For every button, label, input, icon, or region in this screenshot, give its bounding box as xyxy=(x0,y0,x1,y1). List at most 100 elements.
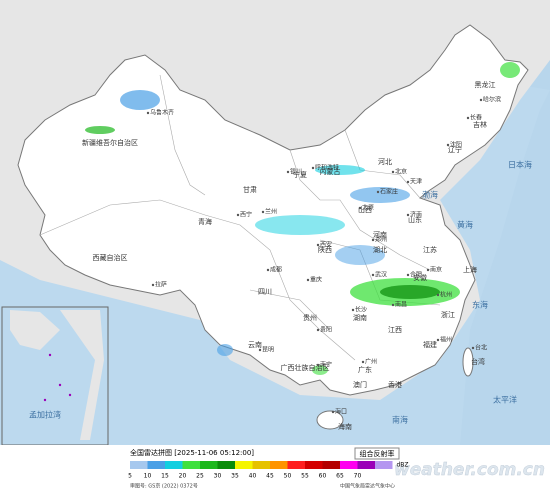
city-dot xyxy=(306,278,310,282)
region-label: 湖南 xyxy=(353,313,367,322)
region-label: 四川 xyxy=(258,288,272,296)
legend-tick: 65 xyxy=(336,473,344,480)
city-label: 天津 xyxy=(410,179,422,186)
city-label: 南昌 xyxy=(395,301,407,309)
city-dot xyxy=(286,170,290,174)
radar-echoes xyxy=(85,62,520,375)
sea-label: 渤海 xyxy=(422,190,438,200)
region-label: 辽宁 xyxy=(448,145,462,154)
city-label: 台北 xyxy=(475,344,487,352)
legend-tick: 5 xyxy=(128,473,132,480)
region-label: 河北 xyxy=(378,158,392,166)
city-dot xyxy=(471,346,475,350)
city-label: 济南 xyxy=(410,211,422,219)
region-label: 西藏自治区 xyxy=(93,253,128,262)
city-label: 杭州 xyxy=(440,291,452,299)
region-label: 陕西 xyxy=(318,245,332,254)
product-box xyxy=(354,447,400,460)
city-label: 昆明 xyxy=(262,347,274,354)
city-label: 广州 xyxy=(365,358,377,366)
region-label: 吉林 xyxy=(473,120,487,129)
legend-swatch xyxy=(182,461,200,469)
city-label: 太原 xyxy=(362,204,374,212)
city-dot xyxy=(406,180,410,184)
city-dot xyxy=(258,348,262,352)
city-dot xyxy=(316,243,320,247)
taiwan xyxy=(462,347,474,377)
city-dot xyxy=(236,213,240,217)
legend-tick: 30 xyxy=(214,473,222,480)
legend-swatch xyxy=(235,461,253,469)
sea-label: 东海 xyxy=(472,300,488,310)
legend-swatch xyxy=(305,461,323,469)
city-dot xyxy=(316,363,320,367)
city-label: 合肥 xyxy=(410,271,422,279)
legend-swatch xyxy=(375,461,393,469)
sea-label: 太平洋 xyxy=(493,395,517,405)
region-label: 山西 xyxy=(358,205,372,214)
region-label: 云南 xyxy=(248,340,262,349)
title: 全国雷达拼图 [2025-11-06 05:12:00] xyxy=(130,448,254,457)
region-label: 安徽 xyxy=(413,273,427,282)
city-dot xyxy=(426,268,430,272)
city-dot xyxy=(436,338,440,342)
legend-tick: 55 xyxy=(301,473,309,480)
region-label: 广西壮族自治区 xyxy=(281,363,330,372)
legend-tick: 25 xyxy=(196,473,204,480)
legend-tick: 40 xyxy=(249,473,257,480)
city-label: 兰州 xyxy=(265,208,277,216)
product: 组合反射率 xyxy=(360,449,395,458)
city-label: 南宁 xyxy=(320,361,332,369)
legend-tick: 20 xyxy=(179,473,187,480)
region-label: 广东 xyxy=(358,365,372,374)
city-label: 银川 xyxy=(290,168,302,176)
city-dot xyxy=(266,268,270,272)
city-dot xyxy=(376,190,380,194)
legend-tick: 45 xyxy=(266,473,274,480)
city-label: 海口 xyxy=(335,408,347,416)
region-label: 新疆维吾尔自治区 xyxy=(82,138,138,147)
city-dot xyxy=(351,308,355,312)
city-label: 拉萨 xyxy=(155,281,167,289)
sea-label: 南海 xyxy=(392,415,408,425)
city-dot xyxy=(358,206,362,210)
city-label: 呼和浩特 xyxy=(315,164,339,172)
region-label: 贵州 xyxy=(303,313,317,322)
city-label: 西宁 xyxy=(240,211,252,219)
region-label: 江西 xyxy=(388,326,402,334)
inset-land xyxy=(10,310,60,350)
city-label: 北京 xyxy=(395,168,407,176)
hainan xyxy=(316,410,344,430)
city-dot xyxy=(466,116,470,120)
legend-tick: 50 xyxy=(284,473,292,480)
city-dot xyxy=(331,410,335,414)
city-dot xyxy=(406,213,410,217)
legend-swatch xyxy=(357,461,375,469)
city-label: 石家庄 xyxy=(380,188,398,196)
city-label: 南京 xyxy=(430,266,442,274)
city-label: 福州 xyxy=(440,336,452,344)
city-dot xyxy=(479,98,483,102)
legend-swatch xyxy=(270,461,288,469)
region-label: 山东 xyxy=(408,215,422,224)
legend-tick: 10 xyxy=(144,473,152,480)
city-dot xyxy=(151,283,155,287)
legend-tick: 35 xyxy=(231,473,239,480)
city-dot xyxy=(311,166,315,170)
city-dot xyxy=(371,273,375,277)
city-label: 长春 xyxy=(470,114,482,122)
legend-tick: 15 xyxy=(161,473,169,480)
sea-label: 黄海 xyxy=(457,220,473,230)
region-label: 浙江 xyxy=(441,310,455,319)
legend-tick: 60 xyxy=(319,473,327,480)
region-label: 河南 xyxy=(373,230,387,239)
city-dot xyxy=(406,273,410,277)
city-dot xyxy=(391,303,395,307)
city-label: 长沙 xyxy=(355,306,367,314)
region-label: 青海 xyxy=(198,217,212,226)
city-dot xyxy=(146,111,150,115)
agency: 中国气象局雷达气象中心 xyxy=(340,483,395,490)
legend-swatch xyxy=(322,461,340,469)
region-label: 甘肃 xyxy=(243,185,257,194)
city-dot xyxy=(446,143,450,147)
